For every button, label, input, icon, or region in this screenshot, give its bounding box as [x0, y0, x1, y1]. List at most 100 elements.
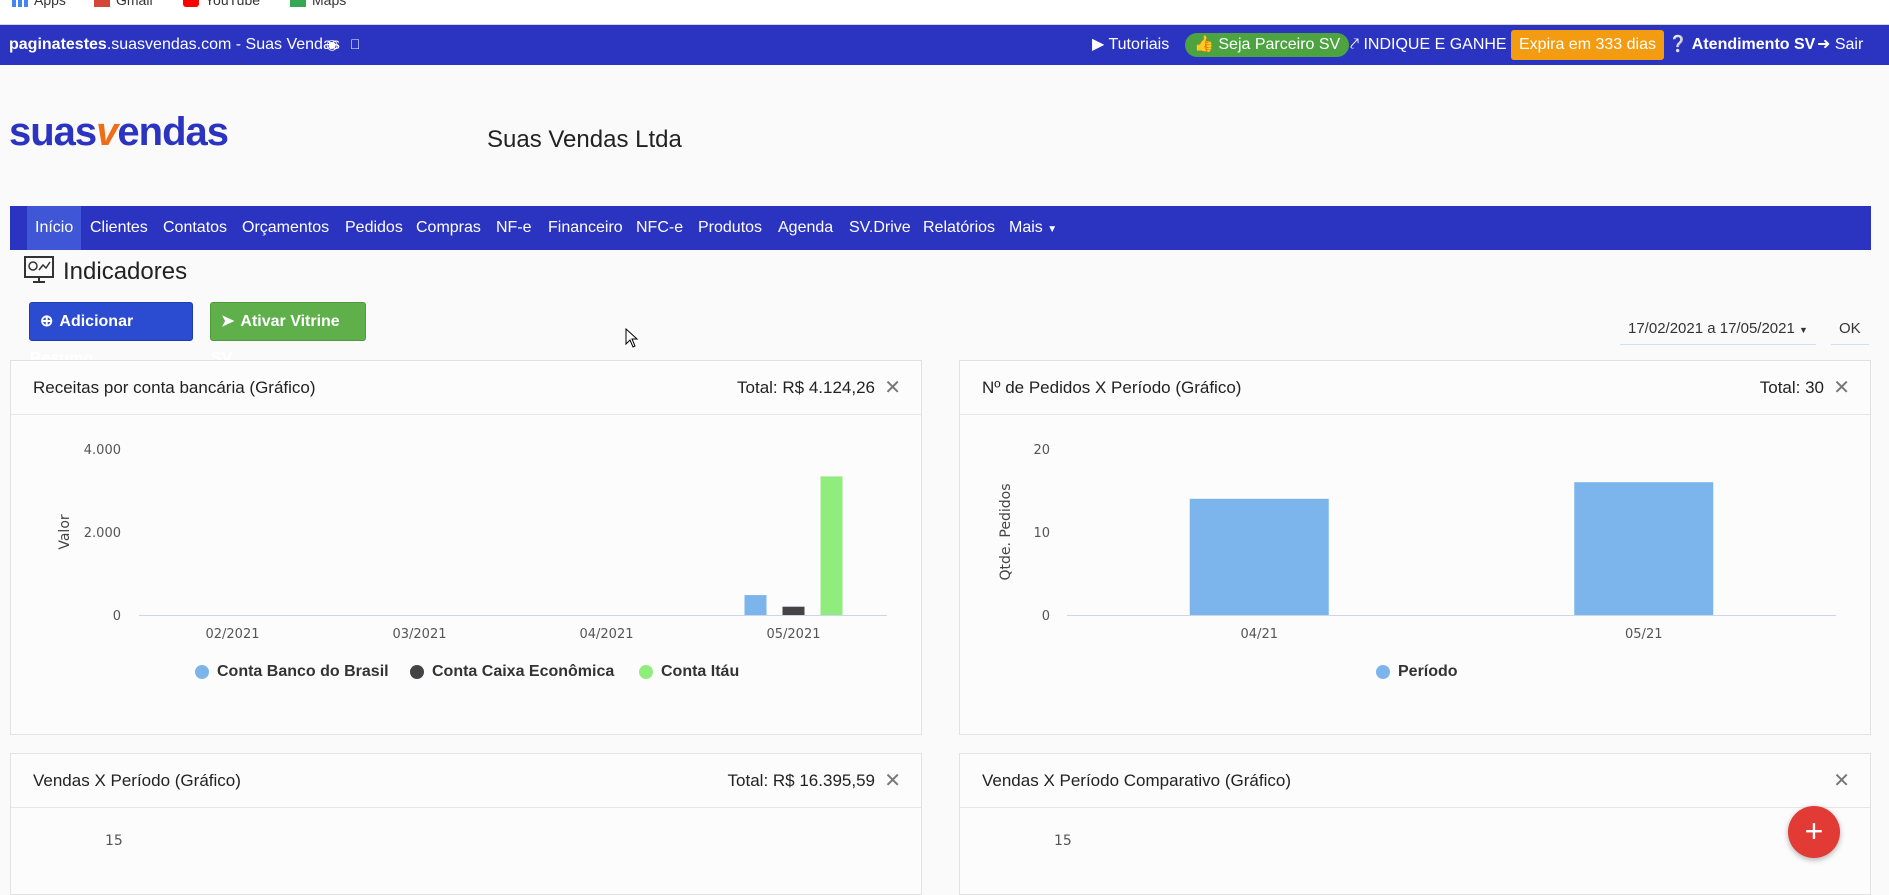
page-title: Indicadores	[63, 258, 188, 285]
atendimento-link[interactable]: ❔ Atendimento SV	[1668, 36, 1816, 53]
chart-bar	[782, 606, 805, 615]
top-bar: paginatestes.suasvendas.com - Suas Venda…	[0, 25, 1889, 65]
site-name: paginatestes.suasvendas.com - Suas Venda…	[9, 36, 340, 53]
apps-grid-icon	[12, 0, 28, 7]
paper-plane-icon: ➤	[221, 313, 235, 330]
nav-pedidos[interactable]: Pedidos	[345, 219, 403, 236]
plus-circle-icon: ⊕	[40, 313, 54, 330]
dashboard-icon	[24, 256, 54, 283]
date-range-picker[interactable]: 17/02/2021 a 17/05/2021 ▼	[1620, 316, 1816, 345]
close-icon[interactable]: ✕	[884, 377, 901, 399]
card-title: Vendas X Período Comparativo (Gráfico)	[982, 771, 1291, 790]
x-tick-label: 05/21	[1625, 627, 1662, 642]
bookmark-gmail[interactable]: Gmail	[94, 0, 153, 8]
x-tick-label: 05/2021	[766, 627, 820, 642]
platform-icons: ◉ 	[326, 36, 360, 53]
close-icon[interactable]: ✕	[1833, 377, 1850, 399]
apple-icon[interactable]: 	[350, 36, 361, 52]
mouse-cursor-icon	[625, 328, 639, 348]
bookmarks-bar: Apps Gmail YouTube Maps	[0, 0, 1889, 25]
chart-bar	[744, 595, 767, 615]
legend-dot	[1376, 665, 1390, 679]
add-fab-button[interactable]: +	[1788, 806, 1840, 858]
nav-nfe[interactable]: NF-e	[496, 219, 532, 236]
y-tick-label: 10	[1033, 526, 1050, 541]
bookmark-youtube[interactable]: YouTube	[183, 0, 260, 8]
y-tick-label: 15	[1054, 833, 1072, 849]
nav-contatos[interactable]: Contatos	[163, 219, 228, 236]
seja-parceiro-button[interactable]: 👍 Seja Parceiro SV	[1185, 33, 1350, 57]
chart-card-pedidos: Nº de Pedidos X Período (Gráfico) Total:…	[959, 360, 1871, 735]
youtube-icon: ▶	[1092, 36, 1105, 53]
x-tick-label: 02/2021	[205, 627, 259, 642]
maps-icon	[290, 0, 306, 7]
nav-nfce[interactable]: NFC-e	[636, 219, 684, 236]
y-axis-label: Qtde. Pedidos	[998, 484, 1014, 581]
y-tick-label: 0	[113, 609, 121, 624]
card-header: Receitas por conta bancária (Gráfico) To…	[11, 361, 921, 415]
nav-clientes[interactable]: Clientes	[90, 219, 148, 236]
card-title: Receitas por conta bancária (Gráfico)	[33, 378, 316, 397]
y-tick-label: 0	[1042, 609, 1050, 624]
youtube-icon	[183, 0, 199, 7]
nav-relatorios[interactable]: Relatórios	[923, 219, 996, 236]
y-axis-label: Valor	[57, 514, 73, 550]
ok-button[interactable]: OK	[1831, 316, 1869, 345]
legend-item[interactable]: Conta Itáu	[639, 663, 739, 681]
caret-down-icon: ▼	[1047, 224, 1058, 235]
nav-compras[interactable]: Compras	[416, 219, 481, 236]
chart-bar	[1189, 498, 1329, 615]
legend-dot	[195, 665, 209, 679]
card-header: Vendas X Período (Gráfico) Total: R$ 16.…	[11, 754, 921, 808]
legend-dot	[410, 665, 424, 679]
card-title: Nº de Pedidos X Período (Gráfico)	[982, 378, 1242, 397]
bookmark-apps[interactable]: Apps	[12, 0, 66, 8]
gmail-icon	[94, 0, 110, 7]
y-tick-label: 20	[1033, 443, 1050, 458]
nav-orcamentos[interactable]: Orçamentos	[242, 219, 330, 236]
caret-down-icon: ▼	[1799, 325, 1808, 335]
nav-agenda[interactable]: Agenda	[778, 219, 834, 236]
logo[interactable]: suasvendas	[9, 110, 229, 154]
activate-vitrine-button[interactable]: ➤ Ativar Vitrine SV	[210, 302, 366, 367]
bookmark-maps[interactable]: Maps	[290, 0, 346, 8]
y-tick-label: 4.000	[84, 443, 121, 458]
x-tick-label: 03/2021	[392, 627, 446, 642]
chart-bar	[820, 476, 843, 615]
x-tick-label: 04/2021	[579, 627, 633, 642]
card-title: Vendas X Período (Gráfico)	[33, 771, 241, 790]
chart-card-vendas: Vendas X Período (Gráfico) Total: R$ 16.…	[10, 753, 922, 895]
close-icon[interactable]: ✕	[884, 770, 901, 792]
help-icon: ❔	[1668, 36, 1688, 53]
nav-mais[interactable]: Mais ▼	[1009, 219, 1058, 236]
card-total: Total: R$ 16.395,59	[727, 771, 875, 790]
company-name: Suas Vendas Ltda	[487, 126, 682, 153]
logout-link[interactable]: ➜ Sair	[1817, 36, 1864, 53]
x-tick-label: 04/21	[1241, 627, 1278, 642]
add-summary-button[interactable]: ⊕ Adicionar Resumo	[29, 302, 193, 367]
card-header: Nº de Pedidos X Período (Gráfico) Total:…	[960, 361, 1870, 415]
chart-bar	[1574, 482, 1714, 615]
legend-item[interactable]: Conta Banco do Brasil	[195, 663, 389, 681]
legend-item[interactable]: Período	[1376, 663, 1458, 681]
receitas-chart: 0 2.000 4.000 Valor 02/2021 03/2021 04/2021 05/…	[57, 443, 887, 642]
legend-item[interactable]: Conta Caixa Econômica	[410, 663, 614, 681]
card-total: Total: R$ 4.124,26	[737, 378, 875, 397]
card-total: Total: 30	[1759, 378, 1824, 397]
nav-inicio[interactable]: Início	[27, 206, 82, 250]
card-header: Vendas X Período Comparativo (Gráfico) ✕	[960, 754, 1870, 808]
nav-financeiro[interactable]: Financeiro	[548, 219, 623, 236]
tutoriais-link[interactable]: ▶ Tutoriais	[1092, 36, 1170, 53]
logout-icon: ➜	[1817, 36, 1831, 53]
nav-svdrive[interactable]: SV.Drive	[849, 219, 911, 236]
indique-ganhe-link[interactable]: ⤤ INDIQUE E GANHE	[1350, 36, 1507, 53]
close-icon[interactable]: ✕	[1833, 770, 1850, 792]
android-icon[interactable]: ◉	[326, 36, 339, 52]
pedidos-chart: 0 10 20 Qtde. Pedidos 04/21 05/21	[998, 443, 1836, 642]
y-tick-label: 15	[105, 833, 123, 849]
nav-produtos[interactable]: Produtos	[698, 219, 763, 236]
legend-dot	[639, 665, 653, 679]
expiration-badge[interactable]: Expira em 333 dias	[1511, 30, 1664, 60]
chart-card-vendas-comparativo: Vendas X Período Comparativo (Gráfico) ✕…	[959, 753, 1871, 895]
y-tick-label: 2.000	[84, 526, 121, 541]
